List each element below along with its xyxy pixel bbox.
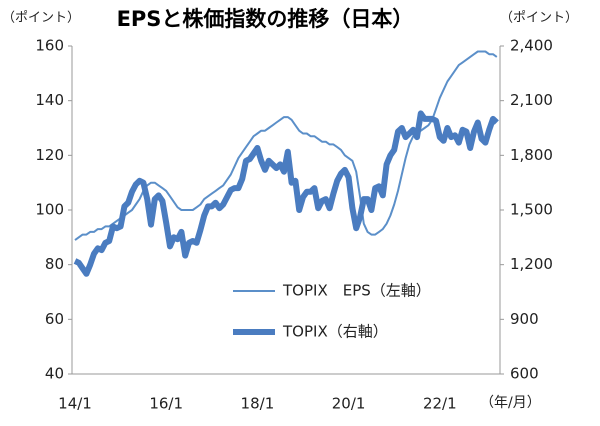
y2-tick-label: 2,100 [510, 91, 553, 109]
y-unit: （ポイント） [2, 11, 80, 26]
y2-tick-label: 1,800 [510, 146, 553, 164]
x-tick-label: 20/1 [332, 395, 366, 413]
y2-tick-label: 2,400 [510, 37, 553, 55]
y2-tick-label: 900 [510, 310, 539, 328]
legend-label: TOPIX EPS（左軸） [282, 282, 431, 300]
x-tick-label: 14/1 [58, 395, 92, 413]
x-unit: （年/月） [480, 395, 541, 411]
y-tick-label: 60 [45, 310, 64, 328]
y-tick-label: 140 [35, 91, 64, 109]
x-tick-label: 18/1 [241, 395, 275, 413]
chart-title: EPSと株価指数の推移（日本） [117, 7, 414, 31]
y-tick-label: 40 [45, 365, 64, 383]
x-tick-label: 16/1 [149, 395, 183, 413]
legend-label: TOPIX（右軸） [282, 323, 388, 341]
y-tick-label: 80 [45, 255, 64, 273]
series-line [73, 110, 499, 277]
y-tick-label: 160 [35, 37, 64, 55]
y2-unit: （ポイント） [500, 11, 578, 26]
series-line [74, 50, 498, 241]
y2-tick-label: 600 [510, 365, 539, 383]
y2-tick-label: 1,500 [510, 201, 553, 219]
y2-tick-label: 1,200 [510, 255, 553, 273]
y-tick-label: 120 [35, 146, 64, 164]
y-tick-label: 100 [35, 201, 64, 219]
x-tick-label: 22/1 [423, 395, 457, 413]
